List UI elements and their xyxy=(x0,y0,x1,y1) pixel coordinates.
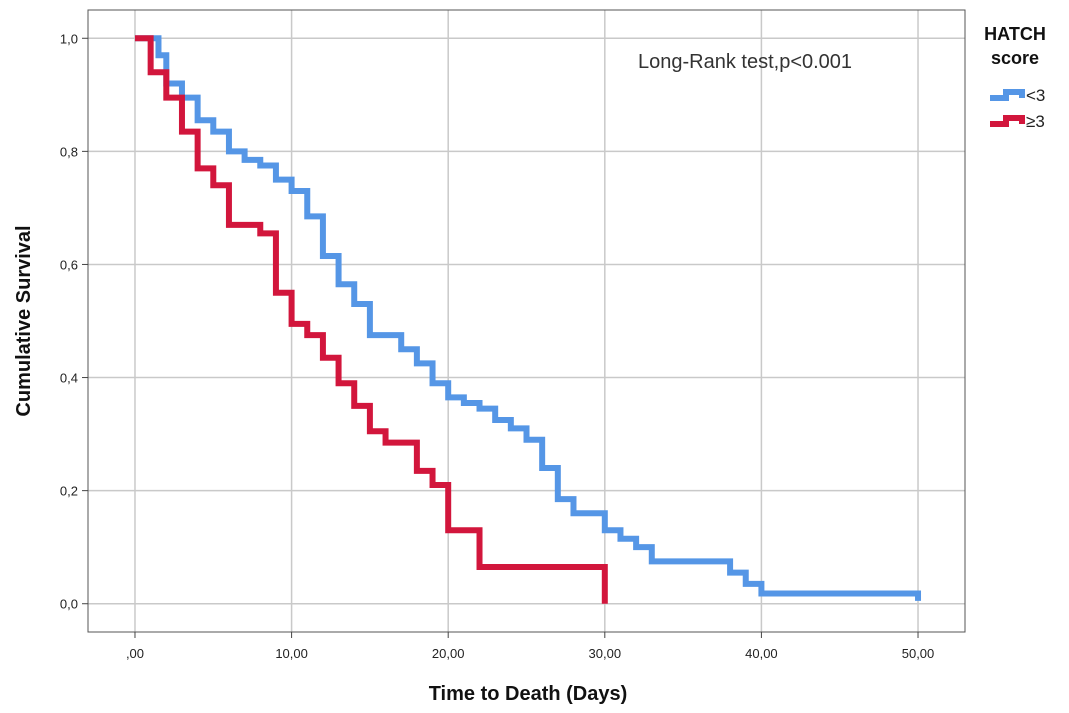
legend-title-line2: score xyxy=(991,48,1039,68)
x-tick-label: 10,00 xyxy=(275,646,308,661)
legend-swatch-series-2 xyxy=(990,115,1025,127)
x-tick-label: ,00 xyxy=(126,646,144,661)
y-tick-label: 0,6 xyxy=(60,257,78,272)
y-tick-label: 0,4 xyxy=(60,371,78,386)
x-tick-label: 30,00 xyxy=(589,646,622,661)
x-tick-label: 40,00 xyxy=(745,646,778,661)
y-tick-label: 0,2 xyxy=(60,484,78,499)
legend-label-series-2: ≥3 xyxy=(1026,112,1045,131)
y-tick-label: 1,0 xyxy=(60,31,78,46)
y-tick-label: 0,8 xyxy=(60,144,78,159)
survival-curve-series-2 xyxy=(134,35,608,604)
legend-label-series-1: <3 xyxy=(1026,86,1045,105)
legend-title-line1: HATCH xyxy=(984,24,1046,44)
survival-curve-series-1 xyxy=(134,35,922,601)
x-tick-label: 20,00 xyxy=(432,646,465,661)
annotation-text: Long-Rank test,p<0.001 xyxy=(638,51,852,73)
y-axis-title: Cumulative Survival xyxy=(13,225,35,416)
x-axis-title: Time to Death (Days) xyxy=(429,683,628,705)
legend-items: <3≥3 xyxy=(990,86,1045,131)
x-tick-label: 50,00 xyxy=(902,646,935,661)
legend: HATCH score <3≥3 xyxy=(984,24,1046,131)
legend-swatch-series-1 xyxy=(990,89,1025,101)
axis-ticks: ,00 10,00 20,00 30,00 40,00 50,00 0,0 0,2 0,4 0,6… xyxy=(60,31,934,661)
grid xyxy=(88,10,965,632)
plot-frame xyxy=(87,9,966,633)
series-layer xyxy=(134,35,922,604)
y-tick-label: 0,0 xyxy=(60,597,78,612)
